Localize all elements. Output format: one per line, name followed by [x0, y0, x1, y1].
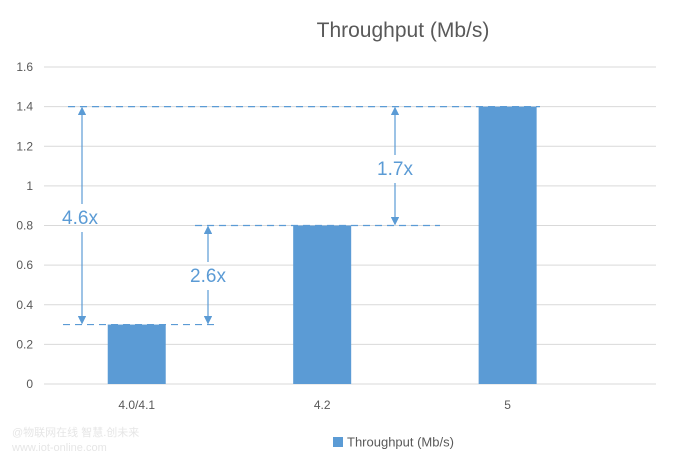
x-tick-label: 4.2: [314, 398, 331, 412]
watermark-line-2: www.iot-online.com: [12, 442, 107, 454]
bar: [293, 225, 352, 384]
y-tick-label: 1.6: [16, 60, 33, 74]
legend-label: Throughput (Mb/s): [347, 435, 454, 450]
bars: [107, 106, 537, 384]
annotation-label: 2.6x: [190, 266, 226, 287]
y-tick-label: 0.2: [16, 337, 33, 351]
y-tick-label: 1.2: [16, 139, 33, 153]
bar: [107, 324, 166, 384]
chart-title: Throughput (Mb/s): [317, 19, 490, 42]
legend: Throughput (Mb/s): [333, 435, 454, 450]
y-axis-ticks: 0 0.2 0.4 0.6 0.8 1 1.2 1.4 1.6: [16, 60, 33, 391]
y-tick-label: 0.4: [16, 298, 33, 312]
y-tick-label: 0.6: [16, 258, 33, 272]
bar: [478, 106, 537, 384]
x-tick-label: 4.0/4.1: [118, 398, 155, 412]
annotation-label: 4.6x: [62, 208, 98, 229]
watermark: @物联网在线 智慧.创未来 www.iot-online.com: [12, 426, 139, 456]
x-axis-ticks: 4.0/4.1 4.2 5: [118, 398, 511, 412]
x-tick-label: 5: [504, 398, 511, 412]
y-tick-label: 1: [26, 179, 33, 193]
watermark-line-1: @物联网在线 智慧.创未来: [12, 427, 140, 439]
y-tick-label: 0.8: [16, 219, 33, 233]
y-tick-label: 0: [26, 377, 33, 391]
legend-swatch: [333, 437, 343, 447]
annotation-label: 1.7x: [377, 159, 413, 180]
y-tick-label: 1.4: [16, 100, 33, 114]
annotations: 4.6x 2.6x 1.7x: [62, 106, 540, 326]
